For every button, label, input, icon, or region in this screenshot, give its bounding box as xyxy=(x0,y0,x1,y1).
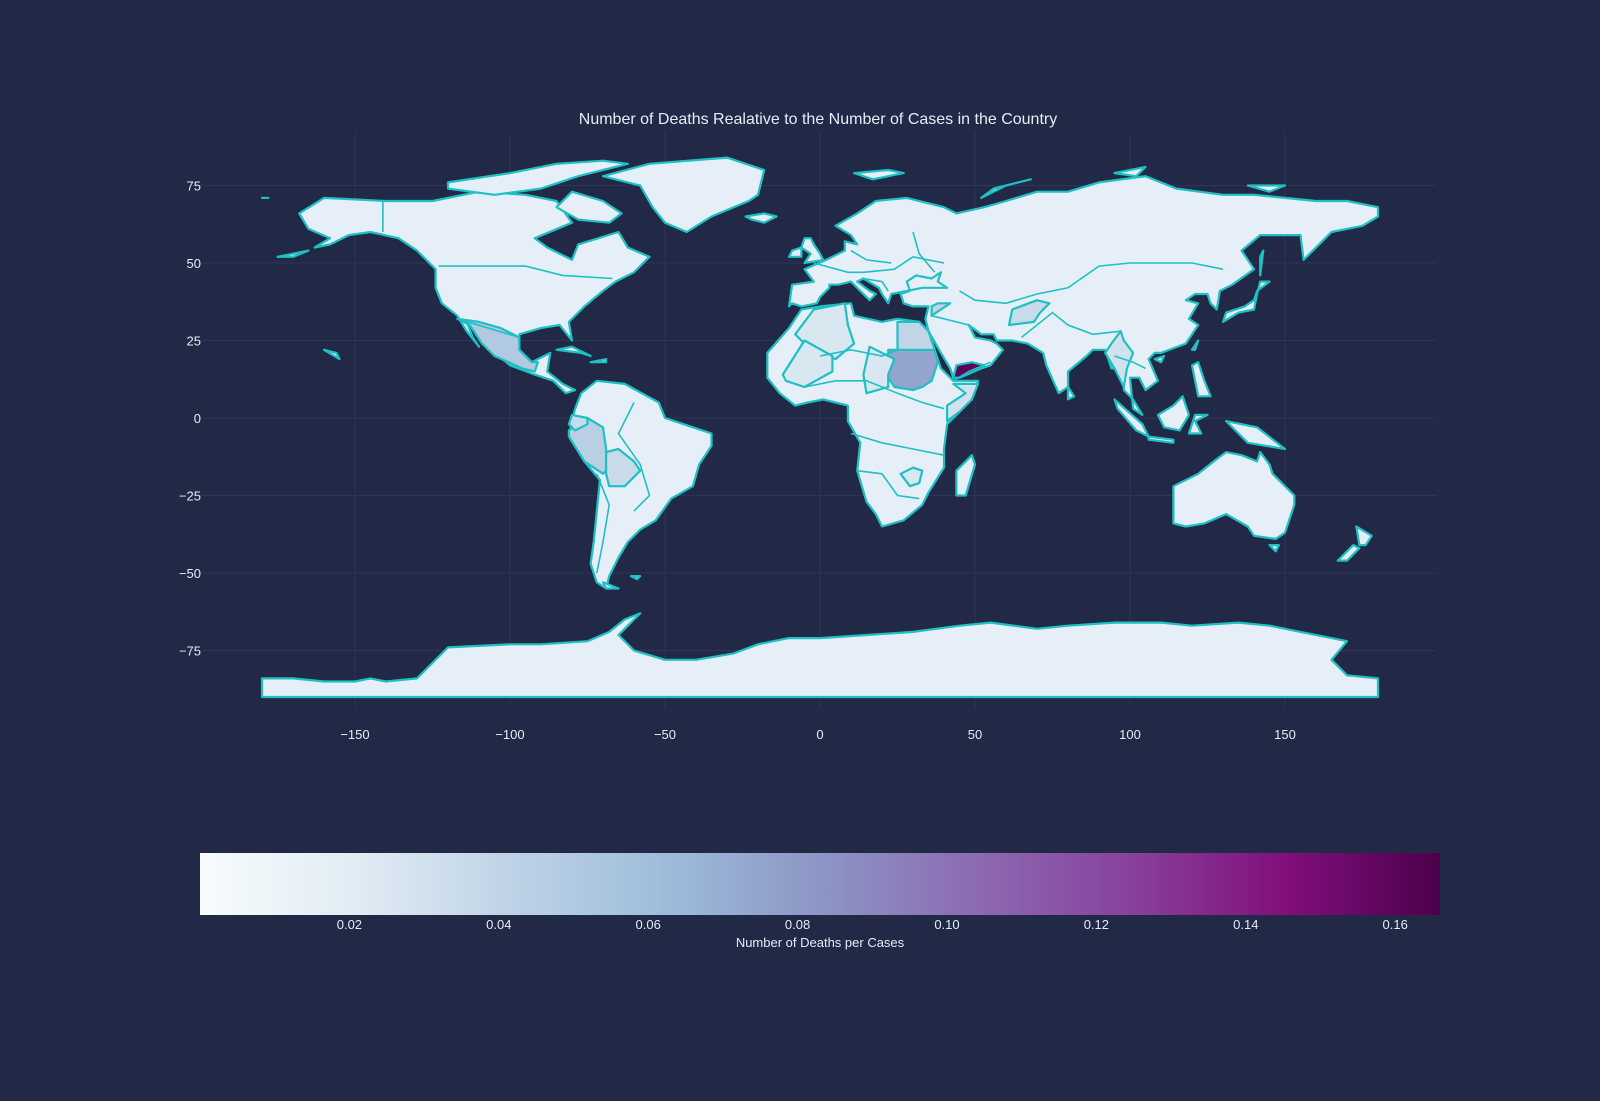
colorbar-tick-label: 0.14 xyxy=(1233,917,1258,932)
land-svalbard[interactable] xyxy=(853,168,905,181)
land-sulawesi[interactable] xyxy=(1187,413,1209,435)
land-sri-lanka[interactable] xyxy=(1066,385,1076,401)
land-madagascar[interactable] xyxy=(955,454,977,497)
x-tick-label: −100 xyxy=(495,727,524,742)
colorbar-tick-label: 0.10 xyxy=(934,917,959,932)
colorbar-tick-label: 0.04 xyxy=(486,917,511,932)
land-taiwan[interactable] xyxy=(1190,339,1200,351)
land-tierra[interactable] xyxy=(601,581,620,590)
colorbar[interactable] xyxy=(200,853,1440,915)
land-sumatra[interactable] xyxy=(1113,398,1150,438)
land-south-america[interactable] xyxy=(567,379,713,590)
highlight-layer xyxy=(456,299,1135,488)
land-alaska-islands[interactable] xyxy=(276,249,310,258)
land-new-siberian[interactable] xyxy=(1246,184,1287,193)
country-border xyxy=(850,249,892,264)
x-axis-ticks: −150 −100 −50 0 50 100 150 xyxy=(340,727,1296,742)
land-britain[interactable] xyxy=(800,237,825,265)
land-new-zealand-n[interactable] xyxy=(1355,525,1373,547)
country-border xyxy=(804,380,945,410)
colorbar-tick-label: 0.08 xyxy=(785,917,810,932)
x-tick-label: 150 xyxy=(1274,727,1296,742)
country-border xyxy=(457,318,520,339)
land-australia[interactable] xyxy=(1172,451,1296,540)
country-somalia[interactable] xyxy=(946,382,980,423)
country-sudan[interactable] xyxy=(887,348,939,392)
land-novaya-zemlya[interactable] xyxy=(980,178,1032,199)
land-java[interactable] xyxy=(1147,435,1175,444)
colorbar-tick-label: 0.06 xyxy=(636,917,661,932)
land-tasmania[interactable] xyxy=(1268,544,1280,553)
land-ireland[interactable] xyxy=(787,246,803,258)
land-greenland[interactable] xyxy=(601,156,766,234)
country-ecuador[interactable] xyxy=(567,413,589,432)
country-afghanistan[interactable] xyxy=(1008,299,1051,327)
country-border xyxy=(438,265,613,280)
land-severnaya[interactable] xyxy=(1113,165,1147,178)
y-tick-label: 0 xyxy=(194,411,201,426)
colorbar-tick-label: 0.16 xyxy=(1383,917,1408,932)
y-tick-label: −25 xyxy=(179,489,201,504)
country-border xyxy=(1114,355,1146,370)
y-tick-label: −75 xyxy=(179,644,201,659)
land-new-guinea[interactable] xyxy=(1225,420,1287,451)
country-border xyxy=(912,231,936,273)
x-tick-label: −150 xyxy=(340,727,369,742)
x-tick-label: −50 xyxy=(654,727,676,742)
land-hainan[interactable] xyxy=(1153,354,1166,364)
country-mexico[interactable] xyxy=(456,317,539,373)
country-mali[interactable] xyxy=(781,339,834,389)
country-border xyxy=(952,361,991,382)
country-egypt[interactable] xyxy=(896,320,936,351)
land-hawaii[interactable] xyxy=(322,348,341,361)
country-syria[interactable] xyxy=(930,302,952,317)
land-arctic-islands[interactable] xyxy=(446,159,629,196)
land-north-america[interactable] xyxy=(298,190,651,395)
y-tick-label: −50 xyxy=(179,566,201,581)
land-cuba[interactable] xyxy=(555,345,592,358)
land-new-zealand-s[interactable] xyxy=(1336,544,1361,562)
country-border xyxy=(596,473,611,574)
colorbar-ticks: 0.02 0.04 0.06 0.08 0.10 0.12 0.14 0.16 xyxy=(337,917,1408,932)
land-falklands[interactable] xyxy=(629,575,642,581)
country-zimbabwe[interactable] xyxy=(899,466,924,488)
country-border xyxy=(931,314,969,326)
y-tick-label: 50 xyxy=(187,256,201,271)
land-philippines[interactable] xyxy=(1190,361,1212,398)
country-yemen[interactable] xyxy=(952,361,986,379)
country-border xyxy=(1021,311,1121,339)
country-border xyxy=(819,348,898,357)
x-tick-label: 100 xyxy=(1119,727,1141,742)
land-borneo[interactable] xyxy=(1156,395,1190,432)
land-antarctica[interactable] xyxy=(260,612,1380,699)
country-border xyxy=(617,402,651,512)
colorbar-tick-label: 0.02 xyxy=(337,917,362,932)
country-chad[interactable] xyxy=(862,345,896,395)
country-border xyxy=(959,262,1224,305)
colorbar-tick-label: 0.12 xyxy=(1084,917,1109,932)
y-axis-ticks: 75 50 25 0 −25 −50 −75 xyxy=(179,179,201,659)
colorbar-title: Number of Deaths per Cases xyxy=(736,935,905,950)
land-baffin[interactable] xyxy=(555,190,623,224)
land-japan[interactable] xyxy=(1221,280,1271,323)
x-tick-label: 0 xyxy=(816,727,823,742)
x-tick-label: 50 xyxy=(968,727,982,742)
border-layer xyxy=(382,201,1224,574)
chart-title: Number of Deaths Realative to the Number… xyxy=(579,111,1057,128)
y-tick-label: 25 xyxy=(187,334,201,349)
country-bolivia[interactable] xyxy=(605,447,642,488)
country-border xyxy=(850,432,945,456)
land-iceland[interactable] xyxy=(744,212,778,224)
land-hispaniola[interactable] xyxy=(589,358,608,364)
country-myanmar[interactable] xyxy=(1104,330,1135,389)
y-tick-label: 75 xyxy=(187,179,201,194)
country-border xyxy=(863,277,889,292)
country-border xyxy=(857,469,920,500)
land-sakhalin[interactable] xyxy=(1259,249,1265,277)
country-border xyxy=(813,255,945,274)
